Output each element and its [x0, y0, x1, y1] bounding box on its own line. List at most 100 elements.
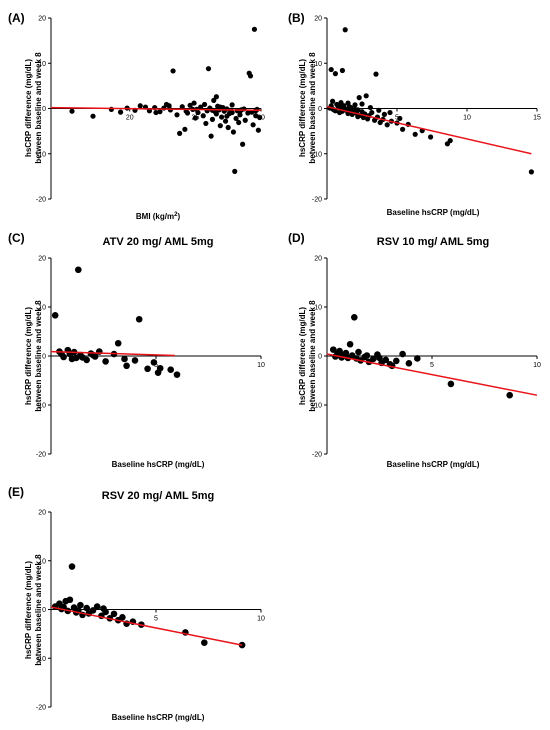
panel-a-data-point — [137, 103, 143, 109]
panel-c-y-tick-label: 20 — [38, 256, 46, 263]
panel-a-data-point — [201, 101, 208, 108]
panel-e-y-tick-label: 10 — [38, 558, 46, 565]
panel-d-data-point — [351, 313, 358, 321]
panel-a-label: (A) — [8, 11, 25, 25]
panel-c-data-point — [156, 364, 164, 372]
panel-a-y-tick-label: -10 — [36, 151, 46, 158]
panel-a-y-axis-title: hsCRP difference (mg/dL) between baselin… — [24, 52, 43, 164]
panel-a-data-point — [229, 109, 235, 116]
panel-e-x-tick-label: 5 — [154, 616, 158, 623]
panel-a-data-point — [69, 108, 75, 114]
panel-d-data-point — [399, 350, 406, 358]
panel-a-data-point — [253, 113, 259, 119]
panel-b-ylabel-line2: between baseline and week 8 — [308, 52, 317, 164]
panel-e-y-axis-title: hsCRP difference (mg/dL) between baselin… — [24, 554, 43, 666]
panel-a-data-point — [191, 100, 197, 106]
panel-a-data-point — [255, 127, 261, 133]
panel-e: (E) RSV 20 mg/ AML 5mg -20 -10 0 10 20 5 10 hs… — [8, 485, 265, 722]
panel-d-ylabel-line2: between baseline and week 8 — [308, 300, 317, 412]
panel-c-data-point — [131, 357, 139, 364]
panel-a-data-point — [222, 118, 229, 124]
panel-e-data-point — [93, 603, 101, 610]
panel-d-y-tick-label: 10 — [314, 305, 322, 312]
panel-a-data-point — [250, 122, 256, 128]
panel-a-y-tick-label: 0 — [42, 106, 46, 113]
panel-b-data-point — [346, 104, 352, 110]
panel-b-data-point — [337, 109, 343, 116]
panel-e-x-tick-label: 10 — [257, 616, 265, 623]
panel-d-y-axis-title: hsCRP difference (mg/dL) between baselin… — [298, 300, 317, 412]
panel-a-xlabel: BMI (kg/m2) — [136, 212, 181, 221]
panel-b-data-point — [400, 126, 406, 132]
panel-b-regression-line — [326, 105, 532, 155]
panel-c-data-point — [72, 354, 80, 362]
panel-b-data-point — [373, 71, 379, 77]
panel-a-xlabel-sup: 2 — [174, 212, 178, 218]
panel-d-data-point — [376, 354, 383, 362]
panel-b-x-tick-label: 5 — [395, 115, 399, 122]
panel-c-data-point — [121, 355, 128, 363]
panel-a-data-point — [245, 110, 251, 116]
panel-c-data-point — [114, 339, 122, 347]
panel-c-ylabel-line2: between baseline and week 8 — [34, 300, 43, 412]
panel-e-y-tick-label: -20 — [36, 705, 46, 712]
panel-a-data-point — [209, 116, 216, 122]
panel-b-data-point — [376, 107, 382, 113]
panel-e-data-point — [110, 610, 118, 618]
panel-b-data-point — [356, 95, 362, 101]
panel-b-data-point — [384, 122, 390, 128]
panel-a-data-point — [219, 114, 225, 120]
panel-b-data-point — [355, 114, 361, 120]
panel-a-data-point — [192, 115, 198, 121]
panel-a-ylabel-line2: between baseline and week 8 — [34, 52, 43, 164]
panel-d-plot: -20 -10 0 10 20 5 10 — [312, 256, 541, 459]
panel-c-x-tick-label: 10 — [257, 362, 265, 369]
panel-b-data-point — [338, 100, 344, 106]
panel-b-data-point — [342, 27, 348, 33]
panel-d-title: RSV 10 mg/ AML 5mg — [377, 236, 489, 248]
panel-a-data-point — [233, 115, 239, 122]
panel-b-y-tick-label: -20 — [312, 197, 322, 204]
panel-e-data-point — [100, 605, 107, 612]
panel-a-data-point — [203, 120, 209, 127]
panel-d-data-point — [447, 380, 455, 388]
panel-a-data-point — [117, 109, 124, 115]
panel-e-data-point — [68, 563, 76, 570]
panel-d-data-point — [346, 340, 354, 348]
panel-e-data-point — [201, 639, 208, 646]
panel-b-y-tick-label: 20 — [314, 16, 322, 23]
panel-b-data-point — [528, 169, 535, 175]
panel-b-data-point — [330, 98, 336, 104]
panel-a-data-point — [187, 102, 193, 108]
panel-c-data-point — [75, 266, 82, 274]
panel-c-y-tick-label: -10 — [36, 403, 46, 410]
panel-e-data-point — [119, 614, 126, 621]
panel-d-y-tick-label: -10 — [312, 403, 322, 410]
panel-c-plot: -20 -10 0 10 20 5 10 — [36, 256, 265, 459]
panel-d-data-point — [330, 346, 337, 353]
panel-c-y-axis-title: hsCRP difference (mg/dL) between baselin… — [24, 300, 43, 412]
panel-c-data-point — [135, 315, 143, 323]
panel-a-data-point — [246, 70, 252, 76]
panel-c: (C) ATV 20 mg/ AML 5mg -20 -10 0 10 20 5 10 hs… — [8, 231, 265, 469]
panel-e-y-tick-label: -10 — [36, 656, 46, 663]
panel-c-y-tick-label: 0 — [42, 354, 46, 361]
panel-a-y-tick-label: 20 — [38, 16, 46, 23]
panel-a-data-point — [217, 123, 223, 129]
panel-e-xlabel: Baseline hsCRP (mg/dL) — [112, 713, 205, 722]
panel-a-xlabel-tail: ) — [177, 212, 180, 221]
panel-a-data-point — [236, 119, 242, 126]
panel-c-xlabel: Baseline hsCRP (mg/dL) — [112, 460, 205, 469]
panel-a-data-point — [230, 129, 237, 135]
panel-d-ylabel-line1: hsCRP difference (mg/dL) — [298, 307, 307, 405]
panel-b-data-point — [387, 109, 393, 116]
panel-a-data-point — [157, 109, 163, 115]
panel-a-data-point — [177, 130, 183, 136]
panel-a-data-point — [108, 106, 114, 113]
panel-b-data-point — [359, 101, 365, 107]
panel-c-data-point — [144, 365, 151, 373]
panel-d-x-tick-label: 10 — [533, 362, 541, 369]
panel-b-data-point — [352, 102, 358, 108]
panel-d-y-tick-label: -20 — [312, 452, 322, 459]
